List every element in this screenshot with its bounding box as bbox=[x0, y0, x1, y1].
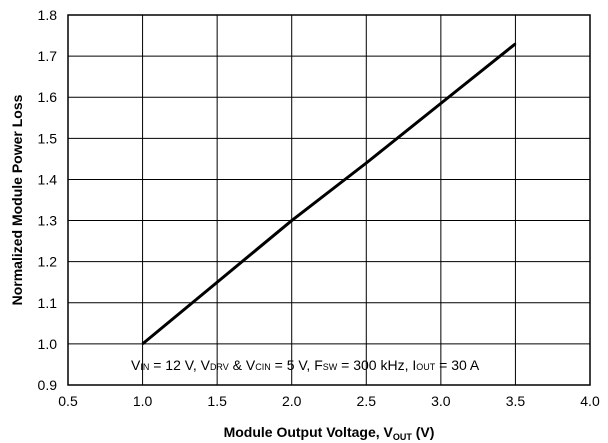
annotation-subscript: OUT bbox=[416, 362, 436, 372]
annotation-text: & V bbox=[229, 357, 256, 373]
series-line-0 bbox=[141, 42, 517, 346]
data-point bbox=[440, 102, 442, 105]
y-tick-label: 1.6 bbox=[38, 89, 58, 105]
data-point bbox=[216, 281, 218, 284]
annotation-text: = 30 A bbox=[435, 357, 480, 373]
y-tick-label: 1.1 bbox=[38, 295, 58, 311]
x-tick-label: 4.0 bbox=[580, 393, 600, 409]
x-axis-title-suffix: (V) bbox=[412, 424, 435, 440]
x-tick-label: 2.0 bbox=[282, 393, 302, 409]
x-tick-label: 1.5 bbox=[207, 393, 227, 409]
annotation-text: V bbox=[131, 357, 141, 373]
data-point bbox=[141, 343, 144, 345]
annotation-text: = 5 V, F bbox=[271, 357, 323, 373]
x-tick-label: 1.0 bbox=[133, 393, 153, 409]
conditions-annotation: VIN = 12 V, VDRV & VCIN = 5 V, FSW = 300… bbox=[131, 357, 480, 373]
annotation-subscript: IN bbox=[140, 362, 149, 372]
annotation-text: = 12 V, V bbox=[149, 357, 210, 373]
plot-frame bbox=[67, 14, 591, 386]
data-point bbox=[514, 42, 517, 45]
x-tick-label: 3.0 bbox=[431, 393, 451, 409]
y-tick-label: 1.7 bbox=[38, 48, 58, 64]
x-tick-label: 3.5 bbox=[506, 393, 526, 409]
y-tick-label: 1.4 bbox=[38, 171, 58, 187]
data-point bbox=[290, 219, 293, 222]
y-tick-label: 1.8 bbox=[38, 7, 58, 23]
y-axis: 0.9 1.0 1.1 1.2 1.3 1.4 1.5 1.6 1.7 1.8 bbox=[38, 7, 58, 393]
annotation-subscript: CIN bbox=[255, 362, 271, 372]
annotation-text: = 300 kHz, I bbox=[337, 357, 416, 373]
x-tick-label: 2.5 bbox=[357, 393, 377, 409]
annotation-subscript: SW bbox=[323, 362, 338, 372]
x-axis-title-main: Module Output Voltage, V bbox=[224, 424, 394, 440]
annotation-subscript: DRV bbox=[210, 362, 229, 372]
y-tick-label: 1.0 bbox=[38, 336, 58, 352]
series-layer bbox=[141, 42, 517, 346]
y-tick-label: 1.3 bbox=[38, 213, 58, 229]
x-axis: 0.5 1.0 1.5 2.0 2.5 3.0 3.5 4.0 bbox=[58, 393, 600, 409]
y-tick-label: 1.2 bbox=[38, 254, 58, 270]
data-point bbox=[365, 162, 368, 164]
grid bbox=[68, 15, 590, 385]
y-tick-label: 1.5 bbox=[38, 130, 58, 146]
x-tick-label: 0.5 bbox=[58, 393, 78, 409]
x-axis-title: Module Output Voltage, VOUT (V) bbox=[224, 424, 435, 442]
y-axis-title: Normalized Module Power Loss bbox=[9, 94, 25, 305]
y-tick-label: 0.9 bbox=[38, 377, 58, 393]
x-axis-title-subscript: OUT bbox=[393, 432, 413, 442]
